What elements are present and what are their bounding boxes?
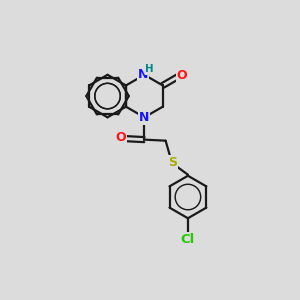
Text: N: N	[139, 111, 149, 124]
Text: O: O	[177, 69, 187, 82]
Text: O: O	[116, 131, 126, 144]
Text: Cl: Cl	[181, 232, 195, 245]
Text: N: N	[138, 68, 148, 81]
Text: H: H	[145, 64, 154, 74]
Text: S: S	[168, 156, 177, 169]
